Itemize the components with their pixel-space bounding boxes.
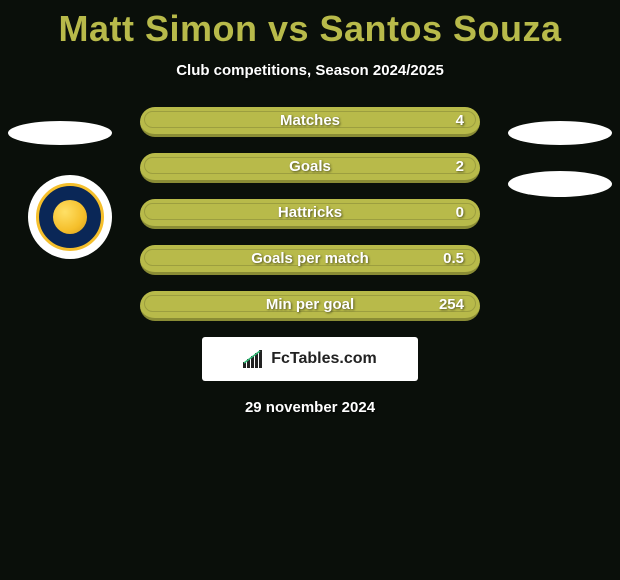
- club-badge: [28, 175, 112, 259]
- date: 29 november 2024: [0, 399, 620, 416]
- stats-area: Matches 4 Goals 2 Hattricks 0 Goals per …: [0, 107, 620, 416]
- player-placeholder-right-1: [508, 121, 612, 145]
- page-title: Matt Simon vs Santos Souza: [0, 0, 620, 50]
- stat-label: Matches: [280, 112, 340, 129]
- stat-bars: Matches 4 Goals 2 Hattricks 0 Goals per …: [140, 107, 480, 321]
- stat-row-goals: Goals 2: [140, 153, 480, 183]
- stat-value: 4: [456, 112, 464, 129]
- player-placeholder-right-2: [508, 171, 612, 197]
- subtitle: Club competitions, Season 2024/2025: [0, 62, 620, 79]
- stat-label: Goals: [289, 158, 331, 175]
- stat-row-goals-per-match: Goals per match 0.5: [140, 245, 480, 275]
- stat-value: 254: [439, 296, 464, 313]
- club-badge-icon: [36, 183, 104, 251]
- stat-label: Goals per match: [251, 250, 369, 267]
- footer-branding[interactable]: FcTables.com: [202, 337, 418, 381]
- stat-row-min-per-goal: Min per goal 254: [140, 291, 480, 321]
- stat-value: 0.5: [443, 250, 464, 267]
- stat-row-hattricks: Hattricks 0: [140, 199, 480, 229]
- stat-value: 0: [456, 204, 464, 221]
- stat-value: 2: [456, 158, 464, 175]
- stat-row-matches: Matches 4: [140, 107, 480, 137]
- stat-label: Hattricks: [278, 204, 342, 221]
- footer-label: FcTables.com: [271, 350, 377, 368]
- bar-chart-icon: [243, 350, 265, 368]
- player-placeholder-left: [8, 121, 112, 145]
- stat-label: Min per goal: [266, 296, 354, 313]
